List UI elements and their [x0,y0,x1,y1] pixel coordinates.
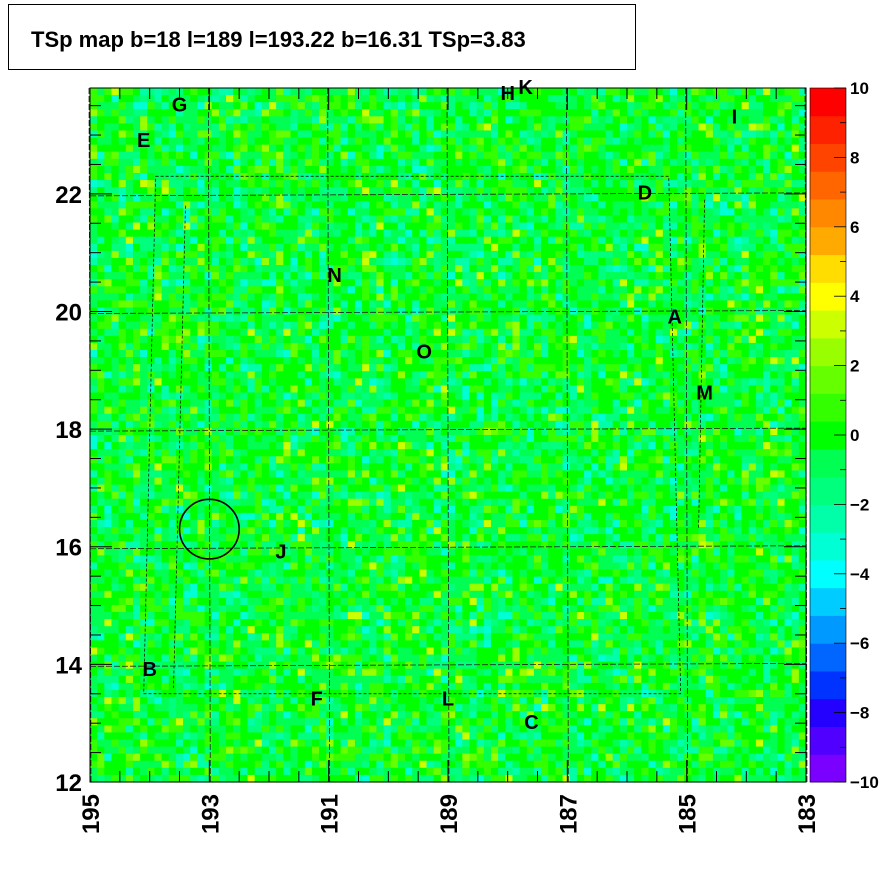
colorbar-tick-label: −8 [850,704,869,723]
colorbar-swatch [810,670,846,700]
colorbar-tick-label: 6 [850,218,859,237]
y-tick-label: 20 [55,299,82,326]
axis-ticks: 195 193 191 189 187 185 183 12 14 16 18 20 22 [55,88,821,834]
source-label: O [416,342,432,364]
y-tick-label: 16 [55,535,82,562]
colorbar-swatch [810,754,846,783]
colorbar-swatch [810,615,846,644]
source-label: L [442,689,454,711]
source-label: N [327,265,341,287]
heatmap-cells [90,88,807,783]
colorbar-tick-label: −4 [850,565,870,584]
x-tick-label: 185 [675,794,702,834]
colorbar-swatch [810,643,846,672]
colorbar-swatch [810,199,846,228]
colorbar-swatch [810,171,846,200]
colorbar-swatch [810,393,846,422]
source-label: G [172,95,188,117]
colorbar-swatch [810,532,846,561]
colorbar-swatch [810,226,846,256]
source-label: I [732,106,738,128]
colorbar-tick-label: 8 [850,148,859,167]
colorbar-swatch [810,365,846,394]
y-tick-label: 18 [55,417,82,444]
source-label: C [524,712,538,734]
source-labels: A B C D E F G H K I J L M N O [137,77,737,734]
colorbar-tick-label: 4 [850,287,860,306]
y-tick-label: 22 [55,182,82,209]
colorbar-swatch [810,726,846,755]
colorbar-swatch [810,254,846,283]
coordinate-grid [88,87,808,783]
colorbar-swatch [810,337,846,367]
x-tick-label: 195 [78,794,105,834]
source-label: M [696,383,713,405]
colorbar-swatch [810,310,846,339]
source-label: E [137,130,150,152]
y-tick-label: 14 [55,652,82,679]
x-tick-label: 191 [317,794,344,834]
colorbar-swatch [810,448,846,478]
x-tick-label: 189 [436,794,463,834]
colorbar-swatch [810,88,846,117]
colorbar-tick-label: 10 [850,79,869,98]
source-label: D [638,183,652,205]
colorbar-tick-label: 0 [850,426,859,445]
colorbar-tick-label: 2 [850,357,859,376]
colorbar-swatch [810,587,846,616]
x-tick-label: 183 [794,794,821,834]
colorbar-tick-label: −2 [850,495,869,514]
highlight-circle [178,498,240,560]
x-tick-label: 187 [555,794,582,834]
colorbar-swatch [810,115,846,145]
source-label: J [275,542,286,564]
title-box: TSp map b=18 l=189 l=193.22 b=16.31 TSp=… [8,4,636,70]
colorbar-swatch [810,476,846,505]
source-label: H [500,83,514,105]
colorbar-tick-label: −6 [850,634,869,653]
chart-title: TSp map b=18 l=189 l=193.22 b=16.31 TSp=… [31,27,526,52]
color-scale: 10 8 6 4 2 0 −2 −4 −6 −8 −10 [809,79,879,792]
y-tick-label: 12 [55,770,82,797]
source-label: B [142,659,156,681]
source-label: A [668,306,682,328]
source-label: K [518,77,533,99]
colorbar-swatch [810,504,846,533]
source-label: F [311,689,323,711]
colorbar-tick-label: −10 [850,773,879,792]
x-tick-label: 193 [197,794,224,834]
